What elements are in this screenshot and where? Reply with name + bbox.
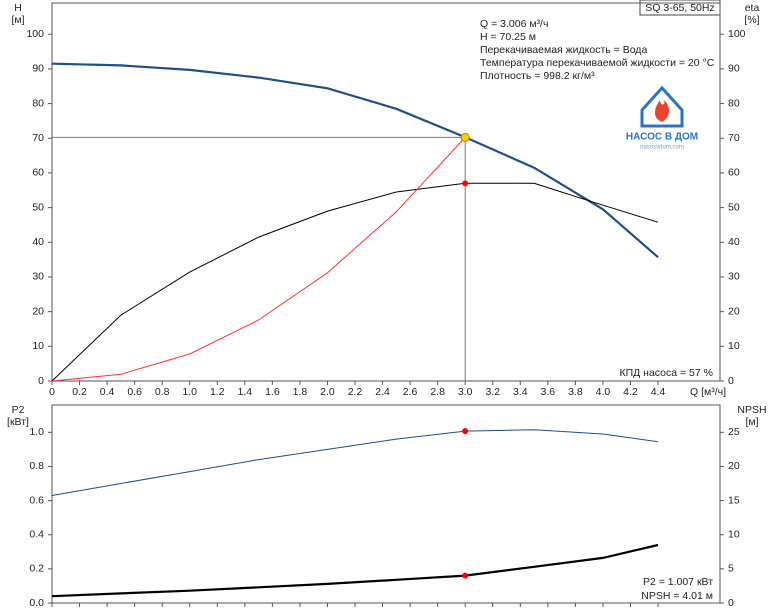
- x-tick-label: 0.2: [72, 386, 87, 398]
- logo: НАСОС В ДОМ nasosvdom.com: [626, 85, 698, 151]
- x-tick-label: 2.4: [375, 386, 390, 398]
- y2-tick-label: 20: [728, 460, 740, 472]
- y-tick-label: 60: [32, 167, 44, 179]
- y-tick-label: 0.4: [29, 529, 44, 541]
- x-axis-label: Q [м³/ч]: [690, 386, 726, 398]
- y2-tick-label: 30: [728, 271, 740, 283]
- y-tick-label: 40: [32, 236, 44, 248]
- y-tick-label: 30: [32, 271, 44, 283]
- logo-flame: [655, 100, 670, 122]
- annotation: КПД насоса = 57 %: [619, 367, 713, 379]
- y2-tick-label: 80: [728, 97, 740, 109]
- y2-tick-label: 10: [728, 340, 740, 352]
- logo-url: nasosvdom.com: [640, 145, 684, 151]
- y2-tick-label: 25: [728, 426, 740, 438]
- y2-tick-label: 50: [728, 201, 740, 213]
- x-tick-label: 2.2: [348, 386, 363, 398]
- y-tick-label: 20: [32, 305, 44, 317]
- y2-tick-label: 60: [728, 167, 740, 179]
- x-tick-label: 3.6: [541, 386, 556, 398]
- logo-title: НАСОС В ДОМ: [626, 132, 698, 143]
- y2-tick-label: 90: [728, 63, 740, 75]
- annotation: H = 70.25 м: [480, 31, 536, 43]
- x-tick-label: 2.6: [403, 386, 418, 398]
- y2-tick-label: 5: [728, 563, 734, 575]
- x-tick-label: 1.8: [293, 386, 308, 398]
- y-axis-label: H: [14, 2, 22, 14]
- y-axis-label: [кВт]: [7, 416, 29, 428]
- annotation: P2 = 1.007 кВт: [643, 576, 713, 588]
- annotation: Плотность = 998.2 кг/м³: [480, 70, 595, 82]
- y-tick-label: 80: [32, 97, 44, 109]
- x-tick-label: 4.2: [623, 386, 638, 398]
- y-tick-label: 0.6: [29, 494, 44, 506]
- y2-axis-label: [%]: [744, 14, 759, 26]
- plot-frame: [51, 2, 721, 382]
- curve: [51, 62, 659, 259]
- chart-title: SQ 3-65, 50Hz: [645, 2, 714, 14]
- x-tick-label: 4.0: [596, 386, 611, 398]
- x-tick-label: 4.4: [651, 386, 666, 398]
- y-tick-label: 0.8: [29, 460, 44, 472]
- y-tick-label: 1.0: [29, 426, 44, 438]
- y2-axis-label: [м]: [745, 416, 758, 428]
- x-tick-label: 0.4: [100, 386, 115, 398]
- x-tick-label: 0.8: [155, 386, 170, 398]
- x-tick-label: 3.2: [485, 386, 500, 398]
- duty-point: [462, 428, 469, 435]
- y2-tick-label: 0: [728, 597, 734, 609]
- duty-point: [462, 180, 469, 187]
- y2-tick-label: 10: [728, 529, 740, 541]
- x-tick-label: 1.4: [238, 386, 253, 398]
- y2-tick-label: 0: [728, 375, 734, 387]
- y-tick-label: 70: [32, 132, 44, 144]
- curve: [51, 182, 659, 382]
- duty-point: [460, 132, 470, 142]
- curve: [51, 429, 659, 496]
- y2-tick-label: 70: [728, 132, 740, 144]
- x-tick-label: 3.4: [513, 386, 528, 398]
- y2-tick-label: 20: [728, 305, 740, 317]
- y-tick-label: 90: [32, 63, 44, 75]
- x-tick-label: 2.0: [320, 386, 335, 398]
- y-tick-label: 100: [26, 28, 44, 40]
- y2-axis-label: eta: [745, 2, 760, 14]
- duty-point: [462, 572, 469, 579]
- y-axis-label: [м]: [11, 14, 24, 26]
- x-tick-label: 1.2: [210, 386, 225, 398]
- curve: [51, 543, 659, 598]
- plot-frame: [51, 404, 721, 604]
- annotation: NPSH = 4.01 м: [641, 590, 713, 602]
- x-tick-label: 3.0: [458, 386, 473, 398]
- y-tick-label: 10: [32, 340, 44, 352]
- x-tick-label: 0: [49, 386, 55, 398]
- y-tick-label: 0.2: [29, 563, 44, 575]
- y-tick-label: 0.0: [29, 597, 44, 609]
- y-tick-label: 50: [32, 201, 44, 213]
- annotation: Q = 3.006 м³/ч: [480, 18, 548, 30]
- curve: [51, 137, 466, 382]
- x-tick-label: 1.0: [182, 386, 197, 398]
- x-tick-label: 1.6: [265, 386, 280, 398]
- y2-tick-label: 100: [728, 28, 746, 40]
- y2-axis-label: NPSH: [737, 404, 766, 416]
- y2-tick-label: 40: [728, 236, 740, 248]
- annotation: Перекачиваемая жидкость = Вода: [480, 44, 647, 56]
- logo-house: [640, 85, 684, 128]
- y-tick-label: 0: [38, 375, 44, 387]
- x-tick-label: 3.8: [568, 386, 583, 398]
- annotation: Температура перекачиваемой жидкости = 20…: [480, 57, 715, 69]
- y2-tick-label: 15: [728, 494, 740, 506]
- x-tick-label: 2.8: [430, 386, 445, 398]
- x-tick-label: 0.6: [127, 386, 142, 398]
- y-axis-label: P2: [12, 404, 25, 416]
